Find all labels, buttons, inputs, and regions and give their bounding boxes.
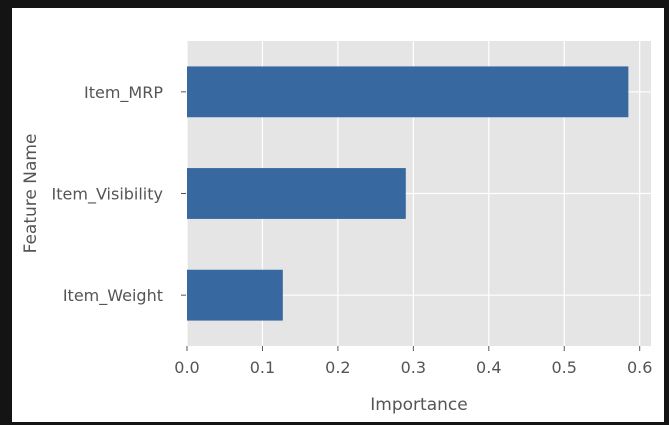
x-axis-ticks: 0.0 0.1 0.2 0.3 0.4 0.5 0.6 (174, 346, 652, 377)
x-axis-label: Importance (370, 395, 467, 415)
y-axis-ticks: Item_MRP Item_Visibility Item_Weight (52, 83, 186, 306)
bar-item-visibility (187, 168, 406, 219)
x-tick-label: 0.6 (627, 358, 652, 377)
y-axis-label: Feature Name (21, 134, 41, 254)
chart-figure: 0.0 0.1 0.2 0.3 0.4 0.5 0.6 Item_MRP Item_Visib… (12, 8, 664, 422)
x-tick-label: 0.5 (552, 358, 577, 377)
x-tick-label: 0.4 (476, 358, 501, 377)
bar-chart: 0.0 0.1 0.2 0.3 0.4 0.5 0.6 Item_MRP Item_Visib… (21, 41, 652, 415)
x-tick-label: 0.0 (174, 358, 199, 377)
bar-item-mrp (187, 66, 629, 118)
y-tick-label: Item_Weight (63, 286, 163, 306)
y-tick-label: Item_MRP (84, 83, 163, 103)
x-tick-label: 0.1 (250, 358, 275, 377)
x-tick-label: 0.3 (401, 358, 426, 377)
x-tick-label: 0.2 (325, 358, 350, 377)
bars (187, 66, 629, 321)
y-tick-label: Item_Visibility (52, 185, 163, 205)
bar-item-weight (187, 269, 283, 321)
